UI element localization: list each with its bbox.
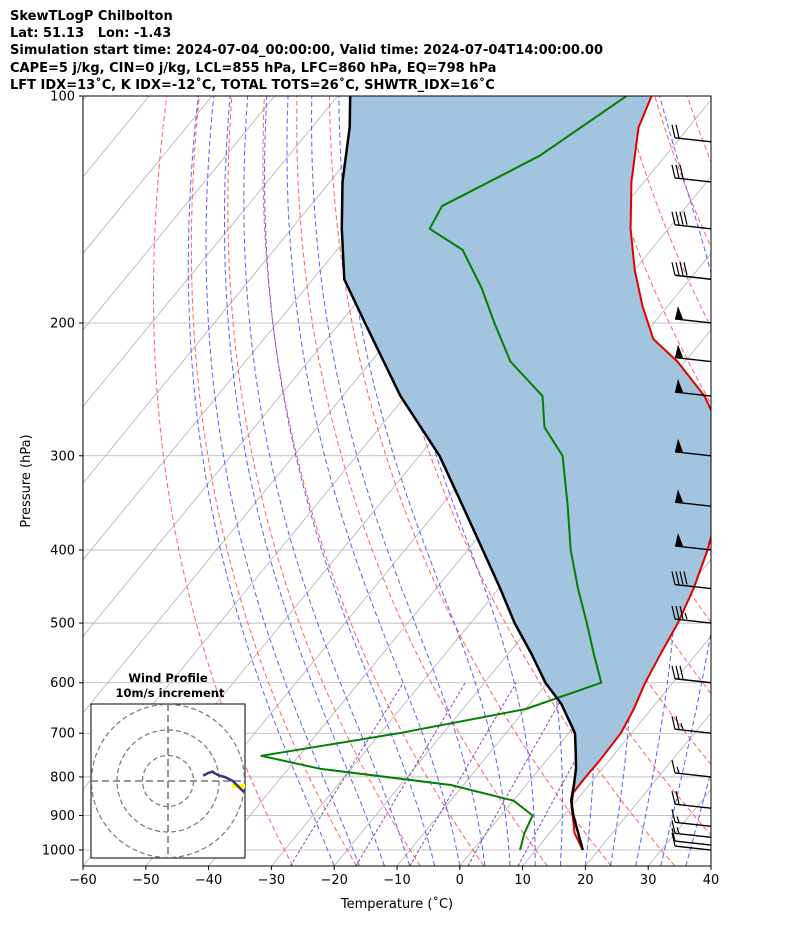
x-tick-label: 40 (703, 873, 720, 888)
wind-barb (671, 827, 712, 846)
y-tick-label: 100 (50, 90, 75, 105)
y-tick-label: 1000 (42, 844, 75, 859)
x-tick-label: −60 (69, 873, 96, 888)
moist-adiabat-line (224, 96, 385, 866)
isotherm-line (83, 96, 276, 331)
location-line: Lat: 51.13 Lon: -1.43 (10, 26, 172, 42)
wind-barb (674, 344, 712, 363)
wind-barb (671, 716, 712, 734)
dry-adiabat-line (152, 96, 294, 866)
isotherm-line (83, 96, 338, 408)
wind-barb (674, 489, 712, 507)
isotherm-line (396, 482, 711, 866)
wind-barb (671, 820, 712, 839)
cape-area (341, 96, 711, 801)
y-axis-label: Pressure (hPa) (19, 434, 34, 527)
wind-barb (671, 665, 712, 684)
x-tick-label: 10 (514, 873, 531, 888)
mixing-ratio-line (289, 682, 404, 866)
wind-barbs (671, 124, 712, 851)
moist-adiabat-line (659, 96, 711, 866)
dry-adiabat-line (328, 96, 612, 866)
x-tick-label: 0 (456, 873, 464, 888)
y-tick-label: 200 (50, 316, 75, 331)
isotherm-line (459, 559, 711, 866)
dry-adiabat-line (296, 96, 548, 866)
y-tick-label: 700 (50, 727, 75, 742)
moist-adiabat-line (338, 96, 511, 866)
moist-adiabat-line (574, 96, 678, 866)
wind-barb (674, 532, 712, 551)
isotherm-line (710, 865, 711, 866)
dry-adiabat-line (262, 96, 485, 866)
y-tick-label: 600 (50, 676, 75, 691)
wind-barb (674, 438, 712, 457)
mixing-ratio-line (517, 682, 619, 866)
chart-header: SkewTLogP Chilbolton Lat: 51.13 Lon: -1.… (10, 8, 603, 94)
x-tick-label: 30 (640, 873, 657, 888)
parcel-line (340, 96, 585, 851)
x-tick-label: −40 (195, 873, 222, 888)
dry-adiabat-line (752, 96, 794, 866)
x-tick-label: −30 (258, 873, 285, 888)
wind-barb (671, 164, 712, 183)
mixing-ratio-line (467, 682, 572, 866)
index-line: LFT IDX=13˚C, K IDX=-12˚C, TOTAL TOTS=26… (10, 77, 495, 93)
y-tick-label: 800 (50, 770, 75, 785)
dry-adiabat-line (190, 96, 357, 866)
wind-barb (671, 124, 712, 143)
dry-adiabat-line (720, 96, 794, 866)
moist-adiabat-line (264, 96, 436, 866)
hodograph-title: Wind Profile (128, 671, 208, 685)
wind-barb (674, 379, 712, 397)
wind-barb (671, 791, 712, 809)
chart-title: SkewTLogP Chilbolton (10, 9, 173, 24)
x-tick-label: 20 (577, 873, 594, 888)
x-tick-label: −50 (132, 873, 159, 888)
x-tick-label: −20 (320, 873, 347, 888)
hodograph-subtitle: 10m/s increment (116, 686, 225, 700)
plot-area (83, 96, 794, 866)
hodograph-ring (91, 704, 245, 858)
moist-adiabat-line (286, 96, 461, 866)
y-tick-label: 400 (50, 543, 75, 558)
y-tick-label: 500 (50, 617, 75, 632)
moist-adiabat-line (311, 96, 486, 866)
y-tick-label: 300 (50, 449, 75, 464)
wind-barb (671, 605, 712, 624)
wind-barb (671, 809, 712, 827)
isotherm-line (83, 96, 401, 484)
moist-adiabat-line (187, 96, 335, 866)
wind-barb (671, 211, 712, 230)
wind-barb (671, 759, 712, 778)
mixing-ratio-line (355, 682, 466, 866)
y-tick-label: 900 (50, 809, 75, 824)
isotherm-line (83, 96, 87, 101)
moist-adiabat-line (205, 96, 360, 866)
moist-adiabat-line (243, 96, 411, 866)
dewpoint-line (260, 96, 628, 851)
wind-barb (671, 571, 712, 590)
cape-line: CAPE=5 j/kg, CIN=0 j/kg, LCL=855 hPa, LF… (10, 60, 497, 76)
wind-barb (671, 262, 712, 280)
wind-barb (674, 305, 712, 324)
isotherm-line (83, 96, 213, 254)
x-tick-label: −10 (383, 873, 410, 888)
wind-barb (671, 832, 712, 851)
x-axis-label: Temperature (˚C) (340, 896, 453, 912)
dry-adiabat-line (785, 96, 794, 866)
hodograph-trace (202, 770, 245, 793)
time-line: Simulation start time: 2024-07-04_00:00:… (10, 43, 603, 59)
